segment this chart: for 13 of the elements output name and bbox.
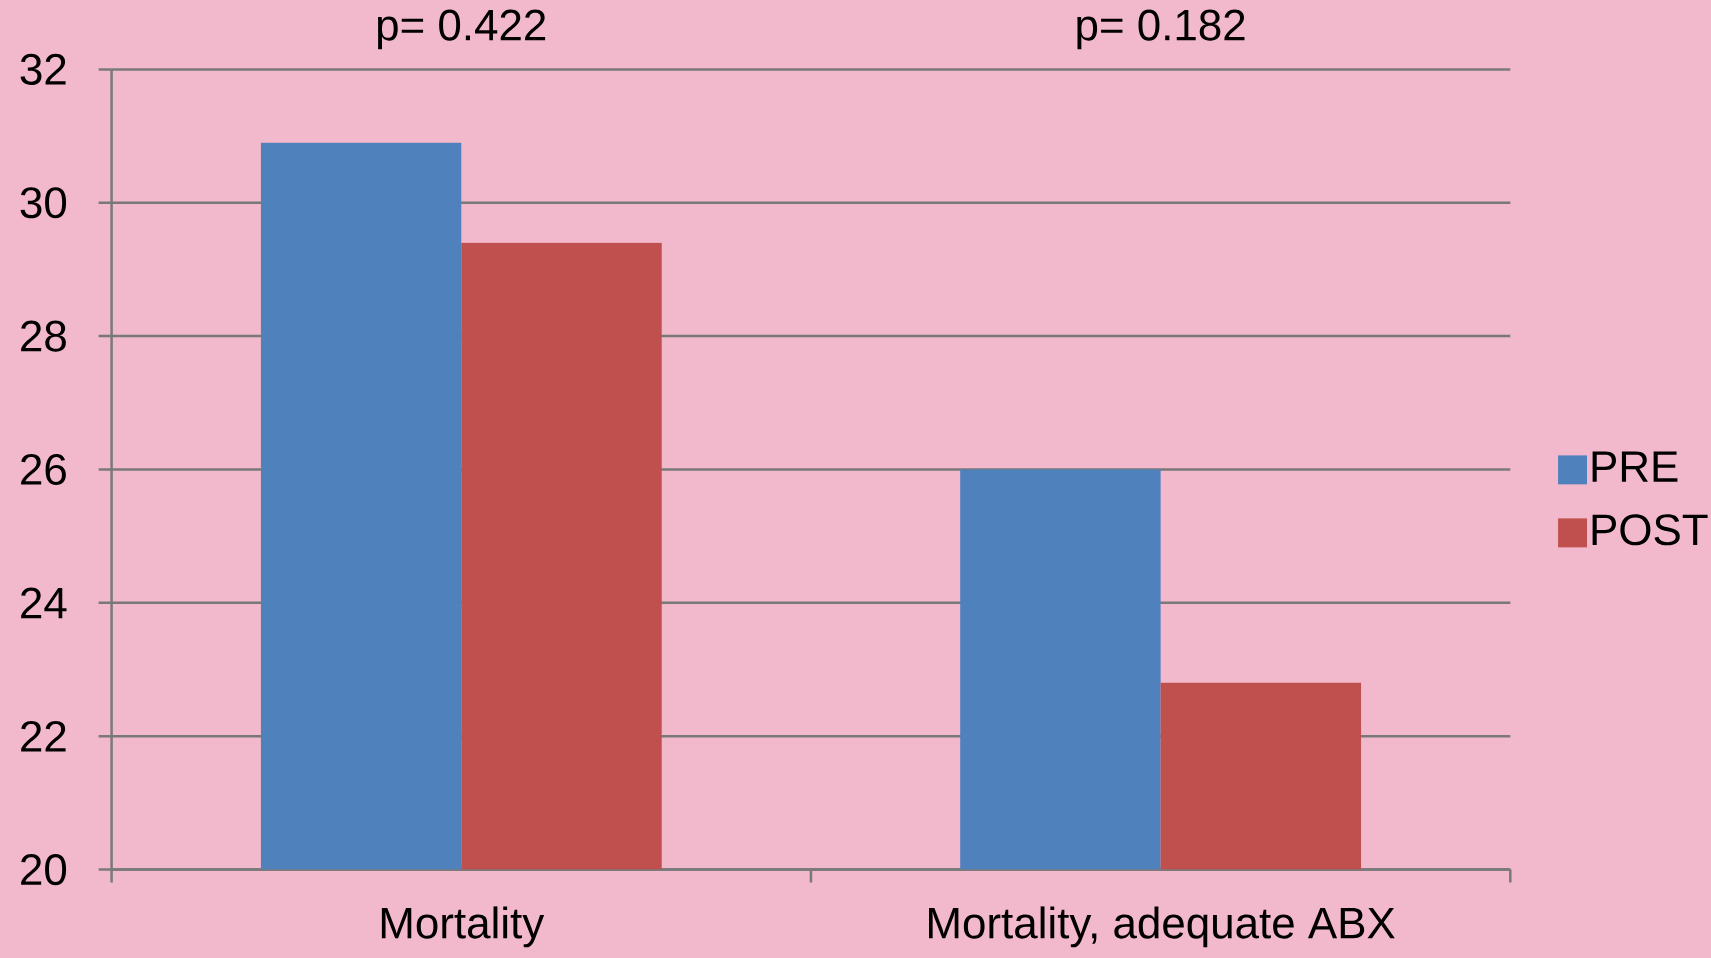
legend-label: PRE	[1592, 451, 1678, 482]
y-tick-label: 20	[21, 853, 67, 885]
x-tick-label: Mortality	[381, 906, 545, 948]
y-tick-label: 26	[21, 453, 66, 485]
text: p= 0.422	[378, 9, 546, 50]
text: p= 0.182	[1077, 9, 1245, 50]
legend-label: POST	[1592, 514, 1708, 546]
y-tick-label: 24	[21, 587, 67, 618]
y-tick-label: 28	[21, 320, 66, 352]
x-tick-label: Mortality, adequate ABX	[929, 906, 1395, 948]
y-tick-label: 22	[21, 720, 66, 752]
y-tick-label: 32	[20, 53, 66, 85]
y-tick-label: 30	[20, 186, 67, 219]
